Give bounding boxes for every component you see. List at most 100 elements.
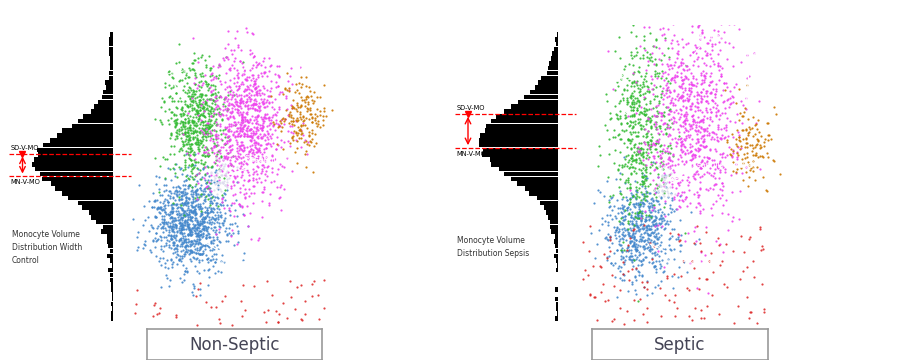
Point	[219, 55, 233, 60]
Point	[662, 179, 676, 185]
Point	[665, 206, 680, 212]
Point	[635, 153, 650, 159]
Point	[632, 64, 646, 70]
Point	[193, 128, 207, 134]
Point	[688, 50, 703, 56]
Point	[645, 256, 660, 261]
Point	[624, 234, 638, 240]
Point	[671, 156, 686, 162]
Point	[249, 168, 264, 174]
Point	[183, 113, 197, 119]
Point	[209, 200, 223, 206]
Point	[693, 36, 707, 42]
Point	[220, 155, 234, 161]
Point	[190, 107, 204, 113]
Point	[637, 126, 652, 131]
Point	[615, 205, 629, 211]
Point	[710, 102, 724, 107]
Point	[693, 240, 707, 246]
Point	[609, 215, 624, 221]
Point	[175, 66, 189, 72]
Point	[639, 155, 653, 161]
Point	[677, 118, 691, 124]
Point	[235, 139, 249, 144]
Point	[218, 228, 232, 234]
Point	[700, 160, 715, 166]
Point	[142, 228, 157, 234]
Point	[689, 0, 704, 6]
Point	[658, 225, 672, 231]
Point	[633, 199, 647, 205]
Point	[194, 104, 208, 110]
Point	[666, 151, 680, 157]
Point	[248, 101, 262, 107]
Point	[180, 133, 194, 139]
Point	[657, 217, 671, 223]
Point	[185, 249, 200, 255]
Point	[249, 118, 264, 124]
Point	[666, 88, 680, 94]
Point	[183, 217, 197, 222]
Point	[188, 217, 202, 222]
Point	[193, 247, 207, 253]
Point	[659, 75, 673, 81]
Point	[215, 117, 230, 122]
Point	[705, 135, 719, 140]
Bar	[50, 138, 112, 143]
Point	[636, 200, 651, 206]
Point	[626, 266, 640, 272]
Point	[707, 146, 722, 152]
Point	[148, 213, 163, 219]
Point	[215, 197, 230, 202]
Point	[636, 37, 651, 43]
Point	[256, 123, 270, 129]
Point	[184, 225, 199, 231]
Point	[194, 122, 208, 127]
Point	[165, 206, 179, 211]
Point	[209, 128, 223, 134]
Point	[211, 246, 225, 252]
Point	[636, 55, 651, 61]
Point	[683, 144, 698, 150]
Point	[283, 144, 297, 149]
Point	[247, 75, 261, 81]
Bar	[480, 138, 558, 143]
Point	[205, 108, 220, 114]
Point	[664, 63, 679, 68]
Point	[222, 128, 237, 134]
Point	[182, 211, 196, 217]
Point	[631, 117, 645, 122]
Point	[166, 228, 181, 234]
Point	[290, 115, 304, 121]
Point	[639, 169, 653, 175]
Point	[201, 121, 215, 126]
Bar	[550, 220, 558, 224]
Point	[187, 140, 202, 146]
Point	[186, 207, 201, 213]
Point	[202, 96, 217, 102]
Point	[290, 118, 304, 123]
Point	[718, 169, 733, 175]
Point	[634, 231, 648, 237]
Point	[205, 100, 220, 106]
Point	[626, 231, 640, 237]
Point	[139, 242, 153, 248]
Point	[700, 41, 715, 46]
Point	[229, 83, 243, 89]
Point	[686, 150, 700, 156]
Point	[189, 136, 203, 141]
Point	[652, 123, 666, 129]
Point	[195, 130, 210, 135]
Point	[304, 127, 319, 133]
Point	[578, 267, 592, 273]
Point	[268, 121, 283, 126]
Point	[678, 144, 692, 150]
Point	[624, 190, 638, 195]
Point	[697, 15, 711, 21]
Point	[697, 119, 711, 125]
Point	[207, 159, 221, 165]
Point	[233, 121, 248, 127]
Point	[181, 145, 195, 151]
Point	[228, 119, 242, 125]
Point	[195, 134, 210, 140]
